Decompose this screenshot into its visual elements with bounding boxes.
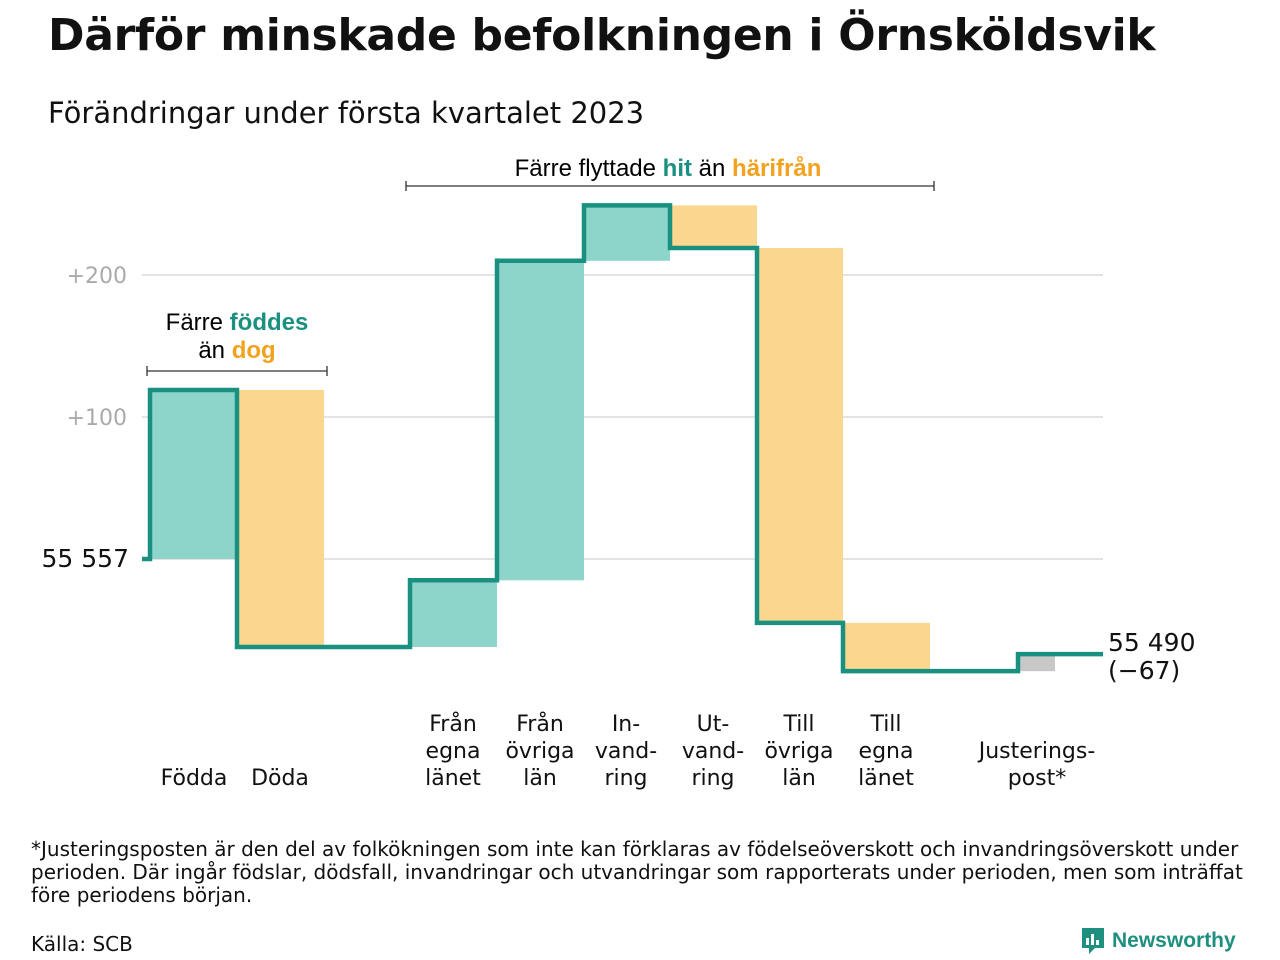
newsworthy-logo-icon (1082, 928, 1104, 954)
migration-annotation-prefix: Färre flyttade (515, 155, 663, 182)
svg-text:Färre föddes: Färre föddes (166, 309, 309, 336)
end-value-label: 55 490 (1108, 628, 1195, 657)
svg-text:än dog: än dog (198, 337, 275, 364)
y-tick-label: +200 (67, 264, 127, 289)
footnote: *Justeringsposten är den del av folkökni… (31, 837, 1243, 907)
population-step-line (142, 203, 1103, 674)
bar (1018, 654, 1055, 672)
migration-annotation-middle: än (692, 155, 732, 182)
chart-subtitle: Förändringar under första kvartalet 2023 (48, 96, 645, 130)
bar (584, 205, 670, 261)
migration-annotation-hit: hit (663, 155, 692, 182)
chart-title: Därför minskade befolkningen i Örnskölds… (48, 10, 1156, 61)
bar (757, 248, 843, 623)
deaths-annotation-highlight: dog (232, 337, 276, 364)
category-label: Ut-vand-ring (682, 712, 744, 791)
category-label: Till övriga län (764, 712, 833, 791)
svg-text:Färre flyttade hit än härifrån: Färre flyttade hit än härifrån (515, 155, 822, 182)
bar (237, 390, 324, 648)
labels: Födda Döda Från egna länet Från övriga län In-va… (42, 544, 1196, 791)
bars (150, 205, 1055, 672)
brand-logo: Newsworthy (1080, 926, 1236, 956)
category-label: Från egna länet (425, 711, 481, 791)
y-tick-label: +100 (67, 406, 127, 431)
end-change-label: (−67) (1108, 656, 1180, 685)
migration-annotation-harifran: härifrån (732, 155, 821, 182)
brand-name: Newsworthy (1112, 929, 1236, 952)
bar (670, 205, 757, 249)
deaths-annotation-prefix: än (198, 337, 231, 364)
migration-annotation: Färre flyttade hit än härifrån (405, 155, 935, 191)
bar (150, 390, 237, 559)
start-value-label: 55 557 (42, 544, 129, 573)
category-label: Födda (161, 766, 228, 791)
category-label: Från övriga län (505, 711, 574, 791)
births-annotation: Färre föddes än dog (146, 309, 328, 376)
source: Källa: SCB (31, 932, 133, 956)
waterfall-chart: +100 +200 Födda Döda Från egna länet Från övrig… (42, 155, 1196, 791)
category-label: In-vand-ring (595, 712, 657, 791)
bar (497, 260, 584, 581)
bar (410, 580, 497, 648)
step-line (142, 203, 1103, 674)
bar (843, 622, 930, 672)
births-annotation-highlight: föddes (230, 309, 309, 336)
category-label: Justerings-post* (977, 739, 1096, 791)
category-label: Till egna länet (858, 712, 914, 791)
births-annotation-prefix: Färre (166, 309, 230, 336)
category-label: Döda (251, 766, 309, 791)
